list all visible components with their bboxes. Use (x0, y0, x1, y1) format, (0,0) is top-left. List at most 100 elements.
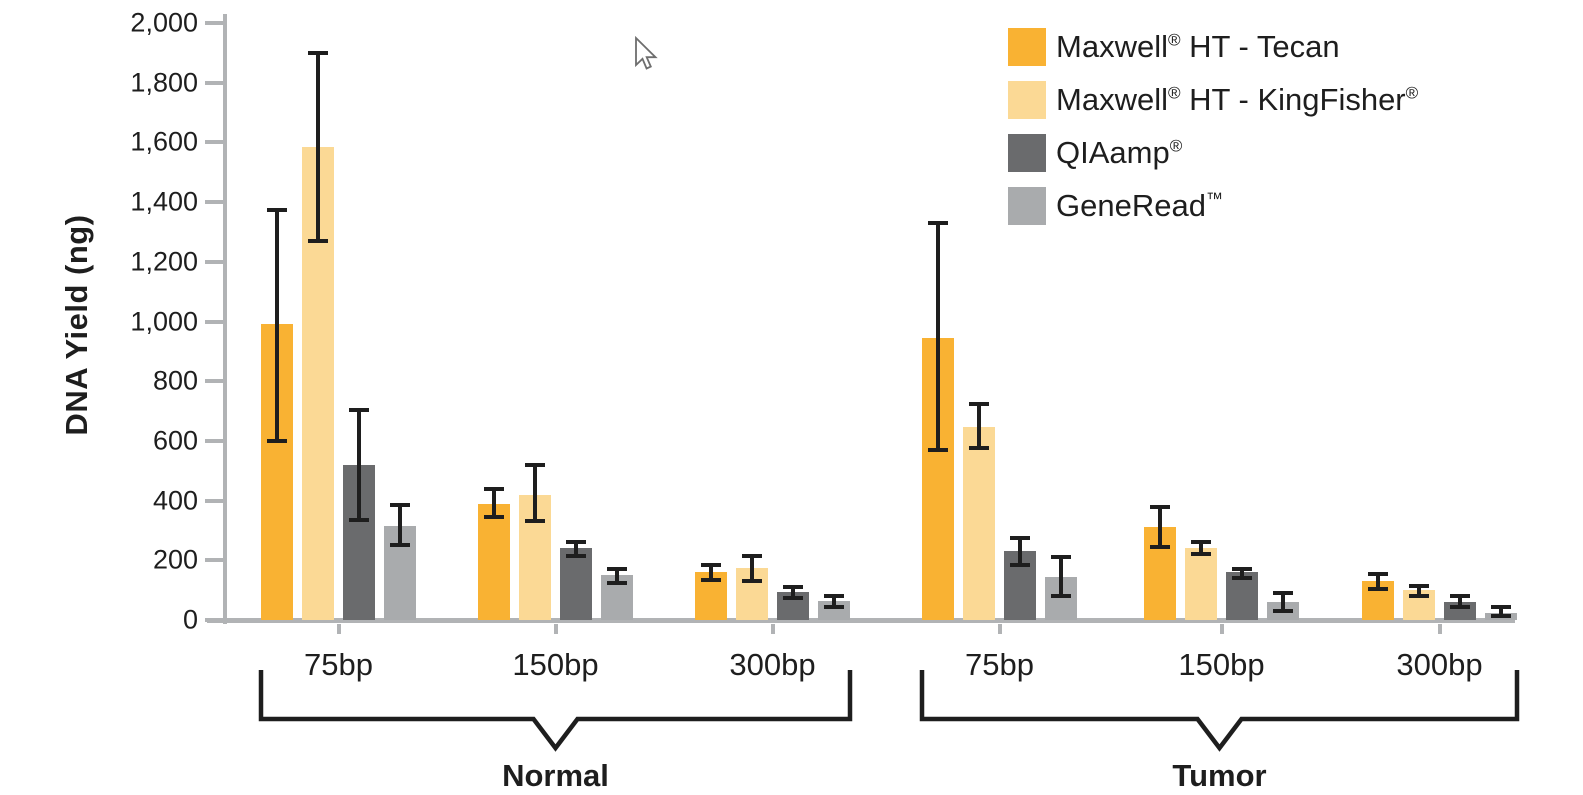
bar (478, 503, 510, 620)
error-bar-cap-top (1409, 583, 1429, 588)
y-tick-mark (205, 438, 223, 443)
error-bar-line (615, 569, 619, 583)
legend-label: GeneRead™ (1056, 188, 1223, 223)
error-bar-line (574, 542, 578, 556)
error-bar-cap-top (308, 50, 328, 55)
y-tick-label: 1,400 (130, 186, 198, 217)
legend-swatch (1008, 187, 1046, 225)
x-category-label: 150bp (512, 647, 599, 682)
y-tick-label: 2,000 (130, 7, 198, 38)
error-bar-line (1499, 606, 1503, 617)
legend-label: Maxwell® HT - Tecan (1056, 29, 1340, 64)
y-tick-mark (205, 319, 223, 324)
error-bar-cap-bottom (1150, 544, 1170, 549)
error-bar-line (977, 403, 981, 449)
y-tick-label: 200 (152, 544, 198, 575)
y-tick-label: 1,600 (130, 126, 198, 157)
x-axis-baseline (207, 618, 1515, 623)
y-tick-mark (205, 21, 223, 25)
legend-label: QIAamp® (1056, 135, 1183, 170)
section-label: Normal (502, 758, 609, 793)
error-bar-line (316, 52, 320, 241)
error-bar-cap-top (1051, 555, 1071, 560)
y-tick-label: 1,200 (130, 246, 198, 277)
group-tick-mark (553, 624, 558, 634)
error-bar-cap-bottom (701, 577, 721, 582)
error-bar-cap-bottom (1368, 586, 1388, 591)
error-bar-cap-top (566, 540, 586, 545)
error-bar-cap-bottom (969, 446, 989, 451)
error-bar-line (492, 488, 496, 517)
error-bar-line (709, 564, 713, 580)
bar (963, 427, 995, 620)
error-bar-cap-top (349, 407, 369, 412)
group-tick-mark (336, 624, 341, 634)
error-bar-line (750, 555, 754, 582)
x-category-label: 300bp (1396, 647, 1483, 682)
error-bar-cap-top (607, 567, 627, 572)
error-bar-cap-top (701, 562, 721, 567)
error-bar-cap-bottom (1409, 594, 1429, 599)
error-bar-line (1376, 573, 1380, 589)
error-bar-cap-top (1368, 571, 1388, 576)
error-bar-cap-top (1450, 594, 1470, 599)
error-bar-cap-top (525, 462, 545, 467)
bar (560, 548, 592, 620)
error-bar-cap-bottom (1273, 609, 1293, 614)
error-bar-line (1458, 596, 1462, 607)
error-bar-cap-bottom (1010, 562, 1030, 567)
bar (1185, 548, 1217, 620)
error-bar-line (275, 209, 279, 441)
y-tick-mark (205, 498, 223, 503)
error-bar-cap-top (1150, 504, 1170, 509)
y-tick-mark (205, 200, 223, 205)
error-bar-line (936, 222, 940, 450)
error-bar-cap-bottom (1051, 594, 1071, 599)
x-category-label: 300bp (729, 647, 816, 682)
error-bar-cap-bottom (349, 518, 369, 522)
error-bar-line (1018, 537, 1022, 565)
y-tick-label: 400 (152, 485, 198, 516)
x-category-label: 150bp (1178, 647, 1265, 682)
y-tick-label: 600 (152, 425, 198, 456)
error-bar-cap-top (1491, 604, 1511, 609)
error-bar-line (398, 505, 402, 546)
error-bar-cap-bottom (824, 604, 844, 609)
error-bar-cap-top (1191, 540, 1211, 545)
error-bar-cap-bottom (267, 438, 287, 443)
error-bar-line (832, 596, 836, 607)
legend-label: Maxwell® HT - KingFisher® (1056, 82, 1419, 117)
section-label: Tumor (1172, 758, 1267, 793)
error-bar-cap-top (1232, 567, 1252, 572)
y-axis-line (223, 14, 227, 624)
error-bar-cap-top (742, 553, 762, 558)
group-tick-mark (1437, 624, 1442, 634)
error-bar-line (533, 464, 537, 522)
error-bar-cap-bottom (1191, 552, 1211, 557)
error-bar-line (1281, 593, 1285, 612)
error-bar-cap-bottom (1491, 614, 1511, 619)
error-bar-cap-top (1273, 591, 1293, 596)
y-tick-label: 0 (182, 604, 198, 635)
y-tick-mark (205, 618, 223, 622)
error-bar-cap-bottom (1232, 576, 1252, 581)
error-bar-cap-bottom (566, 553, 586, 558)
error-bar-cap-top (969, 401, 989, 406)
error-bar-cap-top (267, 207, 287, 212)
error-bar-cap-bottom (1450, 604, 1470, 609)
error-bar-cap-top (484, 486, 504, 491)
error-bar-cap-top (928, 220, 948, 225)
error-bar-cap-bottom (742, 579, 762, 584)
y-tick-mark (205, 558, 223, 563)
error-bar-cap-bottom (308, 238, 328, 243)
error-bar-cap-bottom (928, 447, 948, 452)
error-bar-cap-bottom (484, 515, 504, 520)
section-bracket (919, 670, 1520, 752)
y-tick-mark (205, 80, 223, 85)
error-bar-line (1158, 506, 1162, 547)
error-bar-cap-bottom (607, 580, 627, 585)
legend-swatch (1008, 134, 1046, 172)
section-bracket (258, 670, 853, 752)
error-bar-line (1417, 585, 1421, 597)
